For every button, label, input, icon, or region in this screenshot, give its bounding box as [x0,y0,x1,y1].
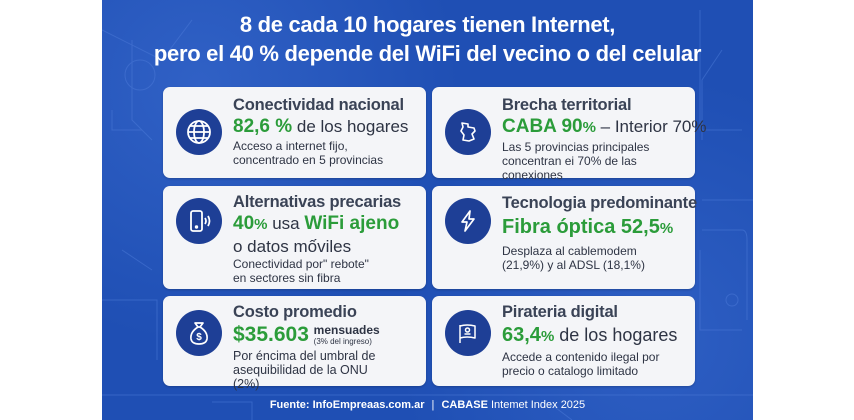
card-title: Brecha territorial [502,96,632,114]
card-tecnologia-predominante: Tecnologia predominante Fibra óptica 52,… [432,186,697,289]
title-line-2: pero el 40 % depende del WiFi del vecino… [153,41,702,66]
source-brand: CABASE [441,399,488,411]
card-highlight: $35.603 mensuades (3% del ingreso) [233,323,380,346]
card-highlight: 82,6 % de los hogares [233,116,409,137]
source-index: Intemet Index 2025 [490,399,586,411]
card-description: Por éncima del umbral de asequibilidad d… [233,349,376,391]
card-highlight: 63,4% de los hogares [502,324,678,346]
card-description: Accede a contenido ilegal por precio o c… [502,350,660,378]
svg-text:$: $ [196,332,202,343]
infographic-panel: 8 de cada 10 hogares tienen Internet, pe… [102,0,753,420]
card-highlight: Fibra óptica 52,5% [502,216,674,238]
page-title: 8 de cada 10 hogares tienen Internet, pe… [102,10,753,68]
card-highlight-line-2: o datos mốviles [233,237,352,256]
card-title: Conectividad nacional [233,96,404,114]
card-brecha-territorial: Brecha territorial CABA 90% – Interior 7… [432,87,707,182]
card-costo-promedio: $ Costo promedio $35.603 mensuades (3% d… [163,296,426,391]
card-title: Tecnologia predominante [502,194,697,212]
card-description: Conectividad por" rebote" en sectores si… [233,257,369,285]
footer-separator: | [431,399,435,411]
pirate-flag-icon [445,310,491,356]
sub-main-label: mensuades [313,323,380,337]
lightning-icon [445,198,491,244]
card-conectividad-nacional: Conectividad nacional 82,6 % de los hoga… [163,87,426,178]
card-title: Alternativas precarias [233,193,402,211]
money-bag-icon: $ [176,310,222,356]
card-description: Desplaza al cablemodem (21,9%) y al ADSL… [502,244,645,272]
card-pirateria-digital: Pirateria digital 63,4% de los hogares A… [432,296,695,386]
title-line-1: 8 de cada 10 hogares tienen Internet, [239,12,616,37]
card-highlight: CABA 90% – Interior 70% [502,116,707,137]
card-title: Pirateria digital [502,303,618,321]
card-description: Acceso a internet fijo, concentrado en 5… [233,139,384,167]
circuit-background-decoration [102,10,753,420]
map-icon [445,109,491,155]
source-footer: Fuente: InfoEmpreaas.com.ar | CABASE Int… [102,399,753,411]
card-title: Costo promedio [233,303,357,321]
source-label: Fuente: InfoEmpreaas.com.ar [269,399,425,411]
phone-signal-icon [176,198,222,244]
globe-icon [176,109,222,155]
card-highlight: 40% usa WiFi ajeno [233,213,400,234]
card-alternativas-precarias: Alternativas precarias 40% usa WiFi ajen… [163,186,426,289]
card-description: Las 5 provincias principales concentran … [502,140,650,182]
sub-small-label: (3% del ingreso) [313,337,372,346]
